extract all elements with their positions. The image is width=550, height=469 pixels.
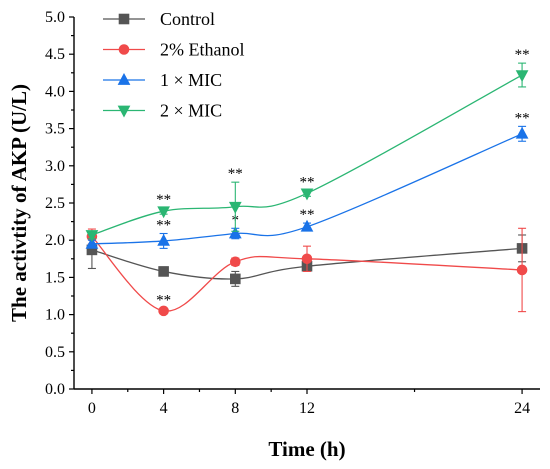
legend-item: 2% Ethanol <box>103 40 244 60</box>
significance-label: ** <box>515 110 530 126</box>
data-point <box>158 266 169 277</box>
tick-group: 0 4 8 12 24 0.0 0.5 1.0 1.5 2.0 2.5 3.0 3.5 4.0 4.5 5.0 <box>45 9 530 417</box>
significance-label: ** <box>300 174 315 190</box>
x-tick-label: 12 <box>299 400 315 417</box>
data-point <box>228 226 242 239</box>
legend-label: Control <box>160 9 215 29</box>
y-tick-label: 4.5 <box>45 46 65 63</box>
x-axis-title: Time (h) <box>268 437 345 461</box>
y-tick-label: 2.5 <box>45 195 65 212</box>
legend-marker <box>118 44 130 55</box>
data-point <box>230 256 241 268</box>
series-line <box>91 74 523 236</box>
x-tick-label: 0 <box>88 400 96 417</box>
legend-item: 2 × MIC <box>103 101 222 121</box>
legend-marker <box>117 105 131 118</box>
data-point <box>85 236 99 249</box>
significance-label: ** <box>156 218 171 234</box>
significance-label: ** <box>156 192 171 208</box>
legend: Control 2% Ethanol 1 × MIC 2 × MIC <box>103 9 244 121</box>
axes <box>73 17 540 390</box>
y-tick-label: 0.0 <box>45 381 65 398</box>
series-line <box>91 133 523 245</box>
significance-label: ** <box>156 293 171 309</box>
legend-item: Control <box>103 9 215 29</box>
data-point <box>85 230 99 243</box>
data-point <box>515 126 529 139</box>
data-point <box>515 70 529 83</box>
y-tick-label: 5.0 <box>45 9 65 26</box>
x-tick-label: 4 <box>160 400 168 417</box>
data-point <box>158 305 169 317</box>
significance-label: ** <box>515 47 530 63</box>
legend-label: 1 × MIC <box>160 70 222 90</box>
y-tick-label: 2.0 <box>45 232 65 249</box>
data-point <box>230 273 241 285</box>
series-0 <box>86 230 528 287</box>
y-axis-title: The activtity of AKP (U/L) <box>7 84 31 322</box>
x-tick-label: 24 <box>514 400 530 417</box>
data-point <box>300 188 314 201</box>
legend-label: 2% Ethanol <box>160 40 244 60</box>
y-tick-label: 4.0 <box>45 83 65 100</box>
series-group: ***************** <box>85 47 530 317</box>
y-tick-label: 1.0 <box>45 307 65 324</box>
y-tick-label: 3.5 <box>45 121 65 138</box>
series-line <box>91 247 523 280</box>
data-point <box>157 206 170 219</box>
legend-marker <box>118 13 130 25</box>
data-point <box>157 233 170 246</box>
significance-label: ** <box>300 207 315 223</box>
data-point <box>300 219 314 232</box>
y-tick-label: 0.5 <box>45 344 65 361</box>
x-tick-label: 8 <box>231 400 239 417</box>
data-point <box>516 264 528 276</box>
y-tick-label: 3.0 <box>45 158 65 175</box>
data-point <box>228 201 242 214</box>
legend-marker <box>117 72 131 85</box>
legend-item: 1 × MIC <box>103 70 222 90</box>
legend-label: 2 × MIC <box>160 101 222 121</box>
y-tick-label: 1.5 <box>45 269 65 286</box>
significance-label: ** <box>228 166 243 182</box>
series-3: ** ** ** ** <box>85 47 530 243</box>
data-point <box>301 253 313 265</box>
